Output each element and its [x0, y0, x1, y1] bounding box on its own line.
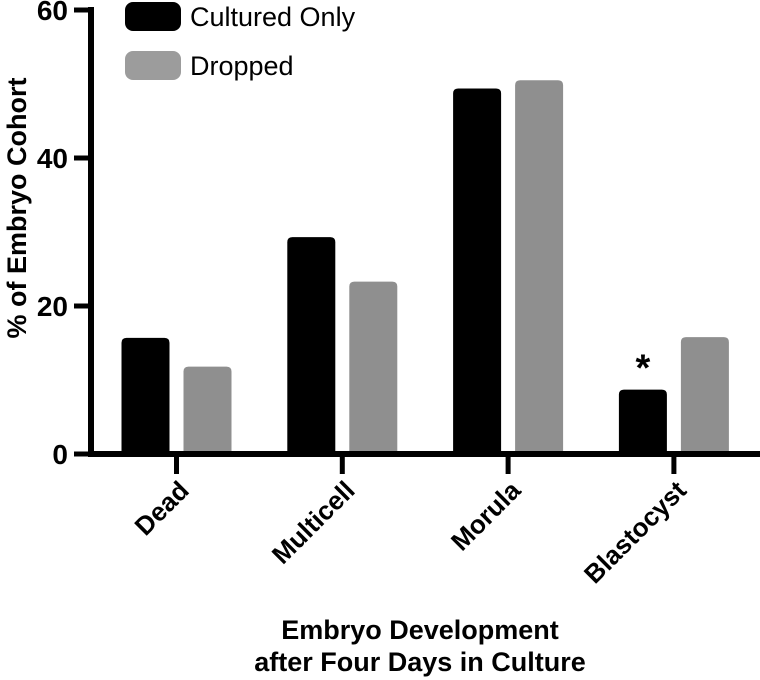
y-tick-label-0: 0: [52, 439, 68, 470]
y-tick-label-40: 40: [37, 143, 68, 174]
bar-morula-dropped: [515, 80, 564, 458]
x-category-label-morula: Morula: [445, 475, 527, 557]
bar-morula-cultured: [453, 88, 502, 457]
bar-blastocyst-cultured: [618, 389, 667, 457]
y-axis-title: % of Embryo Cohort: [2, 77, 32, 338]
bar-blastocyst-dropped: [680, 337, 729, 457]
legend-label-dropped: Dropped: [190, 51, 294, 81]
legend-swatch-cultured-only: [125, 2, 181, 31]
x-category-label-blastocyst: Blastocyst: [578, 475, 692, 589]
y-tick-label-60: 60: [37, 0, 68, 26]
y-tick-label-20: 20: [37, 291, 68, 322]
bar-dead-cultured: [121, 337, 170, 457]
bar-multicell-dropped: [349, 281, 398, 457]
bar-dead-dropped: [183, 366, 232, 457]
x-axis-title-line-1: Embryo Development: [281, 615, 559, 645]
x-category-label-multicell: Multicell: [266, 475, 361, 570]
x-axis-title-line-2: after Four Days in Culture: [254, 647, 586, 677]
bar-multicell-cultured: [287, 237, 336, 457]
legend-label-cultured-only: Cultured Only: [190, 2, 356, 32]
x-category-label-dead: Dead: [129, 475, 195, 541]
legend-swatch-dropped: [125, 51, 181, 80]
significance-asterisk: *: [636, 348, 651, 390]
